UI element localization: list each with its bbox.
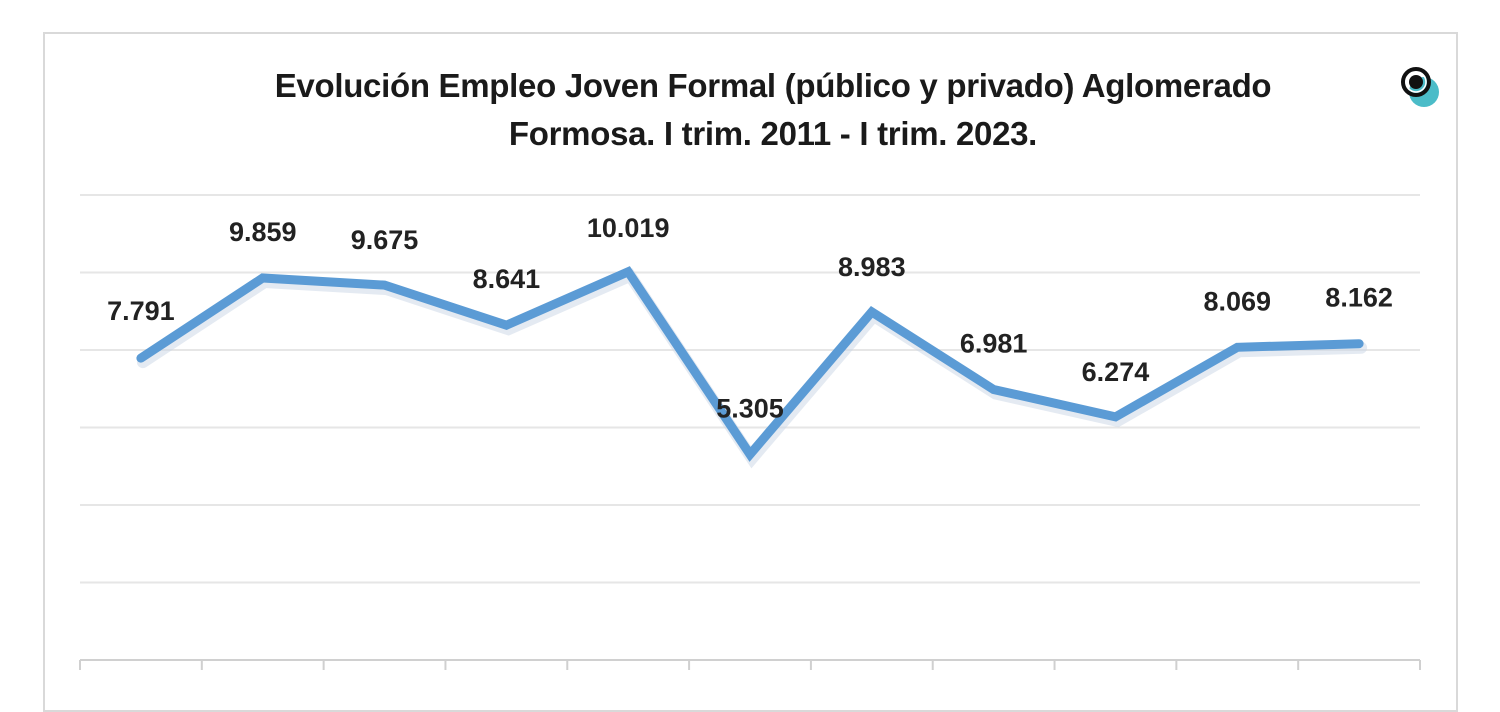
data-label: 8.983 <box>838 252 906 282</box>
data-label: 6.981 <box>960 328 1028 358</box>
data-labels: 7.791 9.859 9.675 8.641 10.019 5.305 8.983 6.98… <box>107 213 1393 424</box>
gridlines <box>80 194 1420 584</box>
data-label: 8.162 <box>1325 283 1393 313</box>
data-label: 9.675 <box>351 225 419 255</box>
series-line <box>136 266 1364 462</box>
data-label: 8.069 <box>1203 286 1271 316</box>
chart-card <box>43 32 1458 712</box>
data-label: 10.019 <box>587 213 670 243</box>
chart-title: Evolución Empleo Joven Formal (público y… <box>43 62 1500 158</box>
chart-title-line-1: Evolución Empleo Joven Formal (público y… <box>274 67 1272 104</box>
data-label: 7.791 <box>107 296 175 326</box>
camera-lens-icon[interactable] <box>1394 62 1444 112</box>
data-series <box>136 266 1368 469</box>
line-chart-plot: 7.791 9.859 9.675 8.641 10.019 5.305 8.983 6.98… <box>79 194 1421 670</box>
data-label: 5.305 <box>716 393 784 423</box>
x-axis <box>79 659 1421 670</box>
data-label: 8.641 <box>473 264 541 294</box>
data-label: 9.859 <box>229 217 297 247</box>
chart-title-line-2: Formosa. I trim. 2011 - I trim. 2023. <box>508 115 1038 152</box>
data-label: 6.274 <box>1082 357 1150 387</box>
series-line-shadow <box>136 268 1368 469</box>
